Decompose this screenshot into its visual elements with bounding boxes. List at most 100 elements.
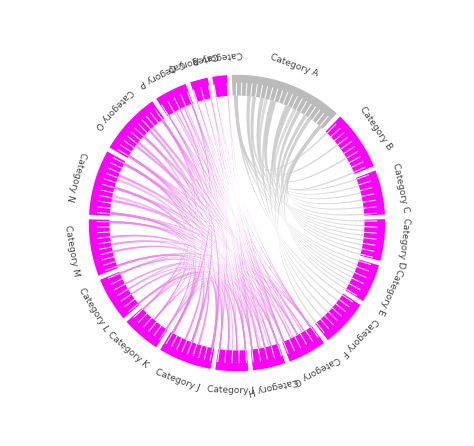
Polygon shape — [111, 199, 272, 346]
Polygon shape — [154, 277, 208, 343]
Polygon shape — [281, 117, 348, 286]
Polygon shape — [197, 102, 278, 344]
Polygon shape — [264, 100, 361, 199]
Polygon shape — [119, 254, 185, 310]
Polygon shape — [110, 235, 229, 350]
Polygon shape — [179, 109, 212, 343]
Polygon shape — [137, 141, 237, 351]
Polygon shape — [109, 101, 164, 158]
Polygon shape — [138, 272, 246, 350]
Polygon shape — [271, 105, 353, 278]
Polygon shape — [326, 116, 374, 174]
Polygon shape — [191, 103, 284, 342]
Polygon shape — [128, 155, 278, 344]
Polygon shape — [131, 268, 210, 345]
Polygon shape — [112, 246, 237, 351]
Polygon shape — [119, 259, 253, 350]
Polygon shape — [148, 129, 205, 340]
Text: Category K: Category K — [106, 330, 150, 370]
Text: Category P: Category P — [138, 58, 186, 88]
Polygon shape — [246, 96, 357, 265]
Polygon shape — [138, 268, 196, 330]
Polygon shape — [143, 135, 298, 335]
Text: Category G: Category G — [292, 354, 341, 387]
Polygon shape — [125, 264, 229, 350]
Polygon shape — [285, 125, 355, 190]
Text: Category B: Category B — [357, 105, 393, 152]
Polygon shape — [138, 271, 278, 344]
Polygon shape — [211, 98, 253, 350]
Polygon shape — [143, 119, 195, 310]
Polygon shape — [118, 174, 259, 349]
Text: Category H: Category H — [247, 376, 300, 396]
Text: Category R: Category R — [192, 49, 243, 64]
Polygon shape — [173, 112, 272, 346]
Polygon shape — [172, 103, 210, 334]
Polygon shape — [135, 145, 305, 332]
Polygon shape — [109, 221, 195, 334]
Polygon shape — [168, 115, 311, 327]
Polygon shape — [124, 163, 222, 349]
Polygon shape — [111, 240, 298, 335]
Polygon shape — [283, 326, 324, 362]
Polygon shape — [110, 212, 192, 330]
Polygon shape — [172, 103, 210, 334]
Polygon shape — [272, 105, 364, 241]
Polygon shape — [109, 221, 253, 350]
Polygon shape — [114, 186, 265, 347]
Polygon shape — [356, 170, 385, 216]
Polygon shape — [152, 127, 292, 339]
Polygon shape — [128, 155, 246, 350]
Polygon shape — [234, 95, 365, 222]
Polygon shape — [109, 221, 284, 342]
Polygon shape — [212, 75, 228, 97]
Polygon shape — [125, 263, 202, 340]
Polygon shape — [114, 186, 298, 335]
Polygon shape — [183, 107, 230, 350]
Polygon shape — [175, 111, 237, 351]
Polygon shape — [251, 343, 285, 370]
Polygon shape — [135, 145, 272, 346]
Polygon shape — [128, 155, 194, 330]
Polygon shape — [112, 246, 270, 347]
Polygon shape — [234, 95, 343, 295]
Polygon shape — [114, 186, 188, 320]
Polygon shape — [197, 102, 311, 327]
Polygon shape — [117, 178, 229, 350]
Polygon shape — [168, 115, 219, 348]
Polygon shape — [251, 96, 338, 301]
Polygon shape — [128, 266, 265, 347]
Polygon shape — [215, 349, 248, 371]
Polygon shape — [117, 255, 246, 350]
Polygon shape — [360, 219, 385, 261]
Text: Category L: Category L — [77, 287, 110, 333]
Polygon shape — [110, 212, 217, 348]
Polygon shape — [179, 109, 212, 343]
Polygon shape — [232, 75, 337, 129]
Polygon shape — [119, 259, 222, 349]
Text: Category M: Category M — [63, 225, 81, 277]
Text: Category E: Category E — [375, 267, 404, 316]
Polygon shape — [216, 97, 311, 327]
Polygon shape — [124, 163, 196, 334]
Polygon shape — [160, 332, 214, 369]
Polygon shape — [117, 254, 217, 348]
Polygon shape — [228, 96, 253, 350]
Polygon shape — [346, 260, 379, 301]
Polygon shape — [277, 125, 321, 323]
Polygon shape — [89, 219, 118, 276]
Polygon shape — [124, 163, 186, 310]
Text: Category D: Category D — [396, 216, 411, 268]
Polygon shape — [143, 135, 265, 347]
Polygon shape — [286, 125, 361, 255]
Polygon shape — [165, 280, 219, 348]
Polygon shape — [276, 111, 351, 282]
Polygon shape — [190, 78, 212, 102]
Polygon shape — [270, 106, 328, 313]
Polygon shape — [112, 195, 237, 351]
Polygon shape — [109, 221, 222, 349]
Polygon shape — [131, 268, 237, 351]
Polygon shape — [175, 111, 303, 333]
Polygon shape — [234, 95, 357, 190]
Polygon shape — [161, 119, 202, 334]
